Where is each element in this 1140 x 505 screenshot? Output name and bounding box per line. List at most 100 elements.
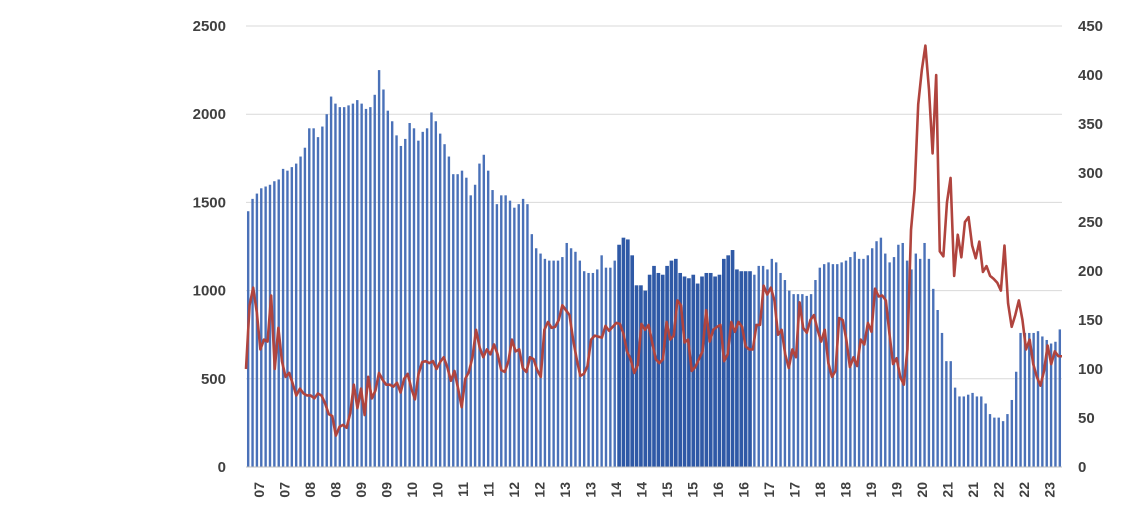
bar	[526, 204, 529, 467]
bar	[255, 193, 259, 467]
bar	[617, 244, 621, 467]
y-tick-label-right: 450	[1078, 18, 1103, 35]
bar	[613, 260, 616, 467]
bar	[958, 396, 961, 467]
y-tick-label-left: 1500	[193, 194, 226, 211]
bar	[543, 258, 547, 467]
bar	[1006, 414, 1009, 467]
bar	[561, 257, 564, 467]
bar	[517, 204, 520, 467]
bar	[673, 258, 678, 467]
x-tick-label: 09	[353, 482, 369, 498]
bar	[857, 258, 861, 467]
bar	[508, 200, 512, 467]
bar	[303, 147, 307, 467]
bar	[652, 265, 656, 467]
bar	[918, 258, 922, 467]
bar	[1019, 332, 1022, 467]
bar	[1049, 343, 1053, 467]
bar	[491, 190, 494, 468]
bar	[1023, 332, 1027, 467]
bar	[478, 163, 481, 467]
bar	[660, 274, 665, 467]
bar	[713, 276, 717, 467]
bar	[386, 110, 390, 468]
bar	[356, 100, 359, 467]
bar	[347, 105, 350, 467]
bar	[770, 258, 774, 467]
x-tick-label: 07	[276, 482, 292, 498]
bar	[840, 262, 843, 467]
line-path	[244, 44, 1062, 437]
bar	[539, 253, 542, 467]
x-tick-label: 18	[837, 482, 853, 498]
bar	[704, 272, 709, 467]
bar	[695, 283, 700, 467]
bar	[656, 272, 661, 467]
y-tick-label-right: 350	[1078, 116, 1103, 133]
bar	[753, 274, 756, 467]
bar	[338, 107, 342, 467]
bar	[286, 170, 289, 467]
bar	[342, 107, 346, 467]
bar	[669, 260, 674, 467]
x-tick-label: 10	[429, 482, 445, 498]
x-tick-label: 17	[786, 482, 802, 498]
bar	[312, 128, 315, 467]
bar	[473, 184, 477, 467]
bar	[316, 137, 320, 467]
bar	[421, 131, 424, 467]
bar	[870, 248, 874, 467]
bar	[809, 294, 813, 467]
bar	[565, 242, 568, 467]
bar	[708, 272, 713, 467]
bar	[822, 264, 826, 467]
axis-layer: 0 500 1000 1500 2000 2500 0 50 100 150 200 250 300 35…	[193, 18, 1103, 498]
x-tick-label: 09	[378, 482, 394, 498]
bar	[325, 114, 328, 467]
x-tick-label: 16	[735, 482, 751, 498]
bar	[761, 265, 765, 467]
bar	[687, 278, 691, 467]
bar	[482, 154, 486, 467]
bar	[600, 255, 603, 467]
bar	[390, 121, 394, 467]
bar	[717, 274, 722, 467]
bar	[805, 295, 808, 467]
bar	[294, 163, 298, 467]
x-tick-label: 20	[914, 482, 930, 498]
bar	[264, 186, 267, 467]
x-tick-label: 21	[965, 482, 981, 498]
x-tick-label: 10	[404, 482, 420, 498]
x-tick-label: 13	[582, 482, 598, 498]
bar	[404, 138, 407, 467]
bar	[591, 272, 595, 467]
bar	[914, 253, 918, 467]
bar	[971, 392, 974, 467]
bar	[495, 204, 499, 467]
bar	[486, 170, 490, 467]
x-tick-label: 12	[531, 482, 547, 498]
bar	[949, 361, 952, 467]
bar	[966, 394, 970, 467]
y-tick-label-right: 0	[1078, 459, 1086, 476]
bar	[552, 260, 555, 467]
grid-layer	[246, 25, 1062, 380]
y-tick-label-left: 1000	[193, 283, 226, 300]
x-tick-label: 19	[888, 482, 904, 498]
bar	[862, 258, 865, 467]
x-tick-label: 19	[863, 482, 879, 498]
bar	[513, 207, 516, 467]
bar	[530, 234, 534, 467]
bar	[399, 145, 403, 467]
y-tick-label-right: 50	[1078, 410, 1095, 427]
bar	[993, 417, 996, 467]
bar	[299, 156, 302, 468]
y-tick-label-right: 200	[1078, 263, 1103, 280]
x-tick-label: 18	[812, 482, 828, 498]
y-tick-label-left: 2500	[193, 18, 226, 35]
x-tick-label: 08	[327, 482, 343, 498]
y-tick-label-left: 500	[201, 371, 226, 388]
bar	[329, 96, 333, 467]
